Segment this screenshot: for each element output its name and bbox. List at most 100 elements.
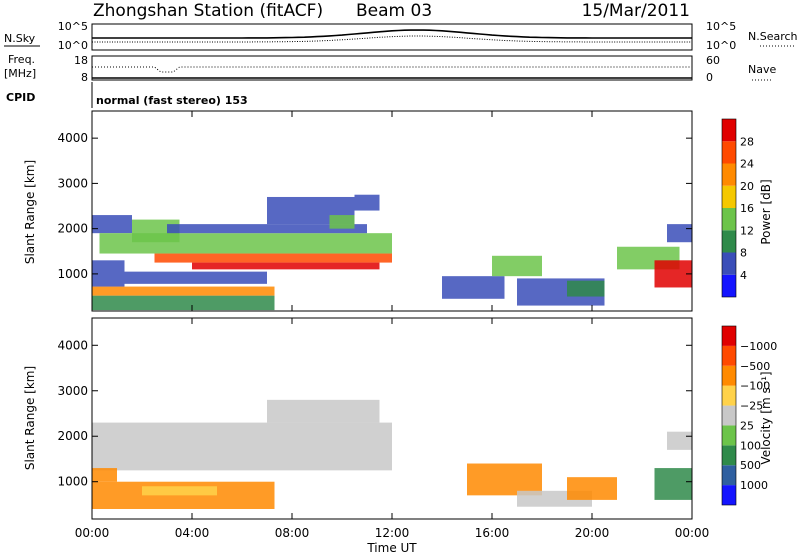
nsky-tick-top: 10^5 bbox=[58, 20, 88, 33]
power-colorbar-swatch-5 bbox=[722, 163, 736, 186]
power-colorbar-tick-5: 24 bbox=[740, 158, 754, 171]
power-ytick-label-3: 4000 bbox=[57, 131, 88, 145]
velocity-colorbar-tick-5: −100 bbox=[740, 380, 770, 393]
power-colorbar-tick-4: 20 bbox=[740, 180, 754, 193]
velocity-colorbar-swatch-1 bbox=[722, 465, 736, 486]
velocity-colorbar-swatch-2 bbox=[722, 445, 736, 466]
nsky-label: N.Sky bbox=[4, 32, 36, 45]
power-colorbar-frame bbox=[721, 118, 737, 298]
nsearch-series bbox=[92, 35, 692, 43]
power-ytick-label-2: 3000 bbox=[57, 176, 88, 190]
cpid-row: CPID normal (fast stereo) 153 bbox=[6, 82, 248, 108]
velocity-colorbar-swatch-6 bbox=[722, 365, 736, 386]
velocity-ytick-label-0: 1000 bbox=[57, 475, 88, 489]
velocity-band-1 bbox=[267, 399, 380, 423]
power-ytick-label-0: 1000 bbox=[57, 267, 88, 281]
velocity-colorbar-swatch-4 bbox=[722, 405, 736, 426]
power-band-13 bbox=[442, 276, 505, 299]
power-colorbar-swatch-6 bbox=[722, 141, 736, 164]
velocity-band-3 bbox=[92, 468, 117, 482]
date-title: 15/Mar/2011 bbox=[582, 1, 690, 21]
power-colorbar-swatch-2 bbox=[722, 230, 736, 253]
power-colorbar-swatch-4 bbox=[722, 185, 736, 208]
power-colorbar: 4 8 12 16 20 24 28 bbox=[721, 118, 754, 298]
power-colorbar-swatch-3 bbox=[722, 208, 736, 231]
velocity-colorbar: 1000 500 100 25 −25 −100 −500 −1000 bbox=[721, 325, 777, 506]
nsky-series bbox=[92, 29, 692, 39]
x-tick-label-4: 16:00 bbox=[475, 526, 510, 540]
power-colorbar-swatch-0 bbox=[722, 274, 736, 297]
power-band-12 bbox=[354, 194, 380, 211]
power-colorbar-tick-1: 8 bbox=[740, 247, 747, 260]
velocity-colorbar-frame bbox=[721, 325, 737, 506]
power-ytick-label-1: 2000 bbox=[57, 222, 88, 236]
power-band-9 bbox=[167, 224, 367, 234]
power-band-11 bbox=[329, 215, 355, 229]
velocity-band-9 bbox=[667, 431, 692, 450]
power-band-19 bbox=[667, 224, 692, 243]
velocity-colorbar-swatch-5 bbox=[722, 385, 736, 406]
beam-title: Beam 03 bbox=[356, 1, 432, 21]
power-colorbar-tick-2: 12 bbox=[740, 224, 754, 237]
velocity-band-8 bbox=[654, 468, 692, 500]
nsearch-label: N.Search bbox=[748, 30, 798, 43]
freq-unit-label: [MHz] bbox=[4, 67, 36, 80]
velocity-colorbar-tick-3: 25 bbox=[740, 419, 754, 432]
power-colorbar-tick-6: 28 bbox=[740, 135, 754, 148]
freq-tick-bottom: 8 bbox=[81, 71, 88, 84]
velocity-band-5 bbox=[467, 463, 542, 496]
power-ylabel: Slant Range [km] bbox=[23, 160, 37, 264]
power-band-7 bbox=[154, 253, 392, 263]
velocity-panel: Slant Range [km] 1000 2000 3000 4000 1000 50… bbox=[23, 317, 777, 520]
nave-label: Nave bbox=[748, 63, 776, 76]
velocity-colorbar-tick-2: 100 bbox=[740, 439, 761, 452]
nsearch-tick-top: 10^5 bbox=[706, 20, 736, 33]
velocity-heatmap bbox=[92, 399, 692, 509]
nsky-frame bbox=[91, 23, 693, 51]
nave-tick-top: 60 bbox=[706, 54, 720, 67]
x-axis-label: Time UT bbox=[366, 541, 417, 554]
velocity-band-0 bbox=[92, 422, 392, 471]
station-title: Zhongshan Station (fitACF) bbox=[93, 1, 323, 21]
power-colorbar-tick-3: 16 bbox=[740, 202, 754, 215]
power-band-3 bbox=[124, 271, 267, 284]
nsky-strip: N.Sky 10^5 10^0 10^5 10^0 N.Search bbox=[4, 20, 798, 52]
velocity-ytick-label-1: 2000 bbox=[57, 429, 88, 443]
cpid-label: CPID bbox=[6, 91, 35, 104]
freq-tick-top: 18 bbox=[74, 54, 88, 67]
velocity-colorbar-tick-0: 1000 bbox=[740, 479, 768, 492]
x-tick-label-2: 08:00 bbox=[275, 526, 310, 540]
x-tick-label-1: 04:00 bbox=[175, 526, 210, 540]
power-band-18 bbox=[654, 260, 692, 288]
velocity-ytick-label-2: 3000 bbox=[57, 384, 88, 398]
power-band-16 bbox=[567, 280, 605, 297]
velocity-ytick-label-3: 4000 bbox=[57, 338, 88, 352]
velocity-band-2 bbox=[92, 481, 275, 509]
power-band-0 bbox=[92, 295, 275, 311]
velocity-colorbar-swatch-7 bbox=[722, 345, 736, 366]
power-band-1 bbox=[92, 286, 275, 296]
power-colorbar-tick-0: 4 bbox=[740, 269, 747, 282]
nave-tick-bottom: 0 bbox=[706, 71, 713, 84]
freq-strip: Freq. [MHz] 18 8 60 0 Nave bbox=[4, 53, 776, 84]
power-colorbar-swatch-1 bbox=[722, 252, 736, 275]
power-panel: Slant Range [km] 1000 2000 3000 4000 4 8 12 16… bbox=[23, 110, 773, 312]
velocity-yticks: 1000 2000 3000 4000 bbox=[57, 338, 692, 489]
x-tick-label-5: 20:00 bbox=[575, 526, 610, 540]
velocity-colorbar-tick-1: 500 bbox=[740, 459, 761, 472]
x-tick-label-3: 12:00 bbox=[375, 526, 410, 540]
power-band-14 bbox=[492, 255, 542, 277]
power-colorbar-swatch-7 bbox=[722, 119, 736, 142]
velocity-colorbar-swatch-3 bbox=[722, 425, 736, 446]
velocity-ylabel: Slant Range [km] bbox=[23, 366, 37, 470]
power-band-4 bbox=[92, 215, 132, 234]
x-tick-label-6: 00:00 bbox=[675, 526, 710, 540]
x-axis-ticks: 00:00 04:00 08:00 12:00 16:00 20:00 00:00 bbox=[75, 111, 710, 540]
nsearch-tick-bottom: 10^0 bbox=[706, 39, 736, 52]
freq-label: Freq. bbox=[8, 53, 35, 66]
velocity-colorbar-tick-4: −25 bbox=[740, 400, 763, 413]
velocity-colorbar-label: Velocity [m s⁻¹] bbox=[759, 371, 773, 464]
power-band-6 bbox=[99, 233, 392, 254]
freq-series bbox=[92, 66, 692, 73]
power-band-8 bbox=[192, 262, 380, 270]
